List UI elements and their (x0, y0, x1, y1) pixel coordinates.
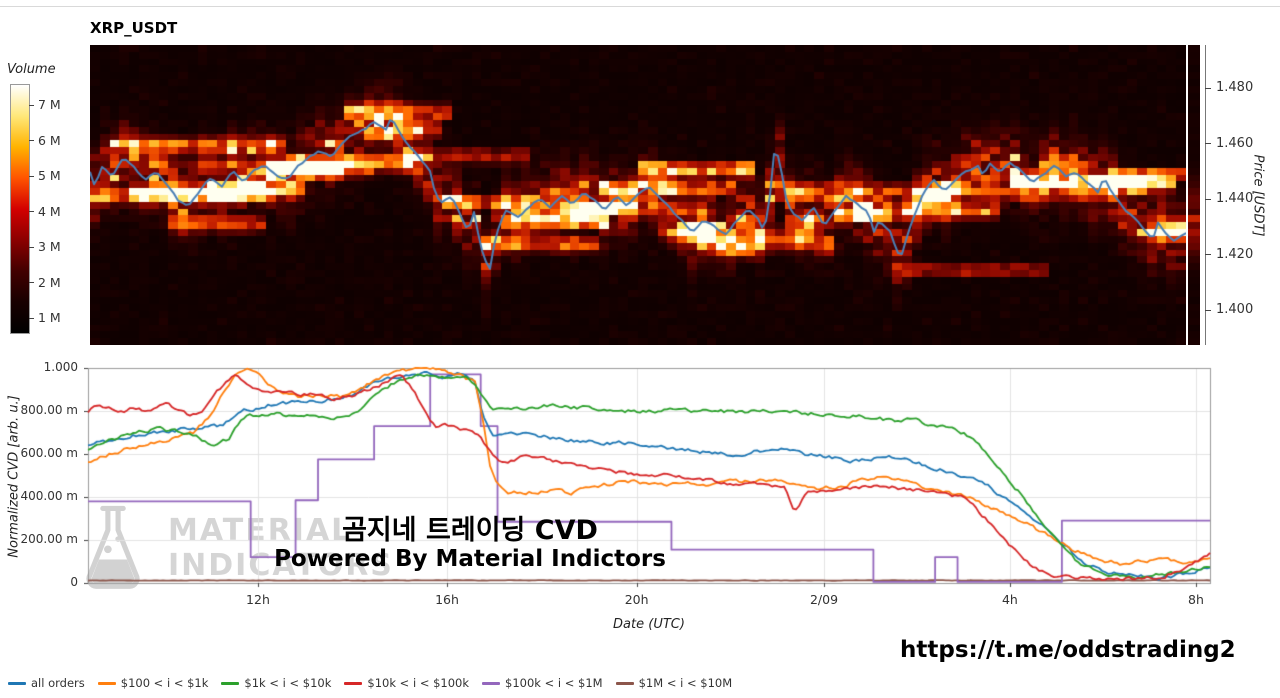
cvd-x-tick-label: 2/09 (809, 592, 839, 607)
legend: all orders $100 < i < $1k $1k < i < $10k $1… (8, 676, 732, 690)
cvd-x-axis-label: Date (UTC) (613, 617, 685, 632)
cvd-x-tick-label: 20h (624, 592, 649, 607)
volume-colorbar (10, 84, 30, 334)
legend-line-marker (344, 681, 363, 685)
cvd-x-tick-label: 16h (435, 592, 459, 607)
legend-item: $1M < i < $10M (615, 676, 733, 690)
channel-watermark: 곰지네 트레이딩 CVD Powered By Material Indicto… (250, 515, 690, 574)
legend-item-label: $1M < i < $10M (638, 676, 733, 690)
cvd-y-tick-label: 800.00 m (20, 403, 79, 417)
cvd-y-tick-label: 200.00 m (20, 532, 79, 546)
legend-item: all orders (8, 676, 85, 690)
price-tick-label: 1.440 (1216, 191, 1254, 207)
price-axis-label: Price [USDT] (1250, 154, 1266, 237)
colorbar-tick-label: 1 M (38, 310, 61, 325)
cvd-y-axis-label: Normalized CVD [arb. u.] (6, 395, 22, 558)
page-title: XRP_USDT (90, 19, 178, 37)
cvd-y-tick-label: 600.00 m (20, 446, 79, 460)
colorbar-tick-mark (29, 211, 34, 212)
top-border-line (0, 6, 1280, 7)
cvd-y-tick-label: 400.00 m (20, 489, 79, 503)
channel-watermark-line1: 곰지네 트레이딩 CVD (342, 515, 598, 546)
legend-line-marker (615, 681, 634, 685)
cvd-x-tick-label: 4h (1001, 592, 1018, 607)
legend-item-label: $1k < i < $10k (244, 676, 332, 690)
price-tick-mark (1205, 254, 1211, 256)
telegram-url: https://t.me/oddstrading2 (900, 637, 1236, 663)
colorbar-tick-mark (29, 317, 34, 319)
colorbar-tick-label: 5 M (38, 168, 61, 183)
legend-line-marker (97, 681, 116, 685)
volume-heatmap-chart (90, 45, 1186, 345)
colorbar-tick-mark (29, 175, 34, 177)
price-axis-line (1205, 45, 1206, 345)
cvd-y-tick-label: 1.000 (43, 360, 78, 374)
price-tick-mark (1205, 143, 1211, 145)
price-tick-label: 1.460 (1216, 135, 1254, 151)
channel-watermark-line2: Powered By Material Indictors (274, 546, 666, 573)
price-tick-label: 1.400 (1216, 302, 1254, 318)
legend-item: $1k < i < $10k (221, 676, 331, 690)
colorbar-tick-label: 7 M (38, 97, 61, 112)
cvd-y-tick-label: 0 (70, 575, 78, 589)
legend-item-label: $10k < i < $100k (367, 676, 470, 690)
colorbar-tick-label: 6 M (38, 132, 61, 148)
colorbar-title: Volume (7, 62, 56, 77)
legend-line-marker (8, 681, 26, 685)
colorbar-tick-mark (29, 104, 34, 106)
colorbar-tick-mark (29, 246, 34, 248)
legend-line-marker (221, 681, 240, 685)
cvd-x-tick-label: 8h (1188, 592, 1204, 607)
legend-line-marker (482, 681, 501, 685)
legend-item: $100k < i < $1M (482, 676, 603, 690)
legend-item-label: all orders (31, 676, 85, 690)
legend-item: $100 < i < $1k (97, 676, 209, 690)
price-tick-mark (1205, 198, 1211, 200)
price-tick-label: 1.480 (1216, 80, 1254, 96)
price-tick-mark (1205, 87, 1211, 89)
legend-item-label: $100k < i < $1M (505, 676, 603, 690)
cvd-x-tick-label: 12h (246, 592, 270, 607)
price-tick-mark (1205, 309, 1211, 311)
orderbook-strip (1188, 45, 1200, 345)
colorbar-tick-label: 2 M (38, 274, 61, 290)
colorbar-tick-mark (29, 140, 34, 141)
legend-item-label: $100 < i < $1k (120, 676, 209, 690)
price-tick-label: 1.420 (1216, 246, 1254, 262)
legend-item: $10k < i < $100k (344, 676, 469, 690)
colorbar-tick-label: 4 M (38, 203, 61, 219)
cvd-line-chart (84, 360, 1214, 592)
colorbar-tick-mark (29, 282, 34, 283)
colorbar-tick-label: 3 M (38, 239, 61, 254)
